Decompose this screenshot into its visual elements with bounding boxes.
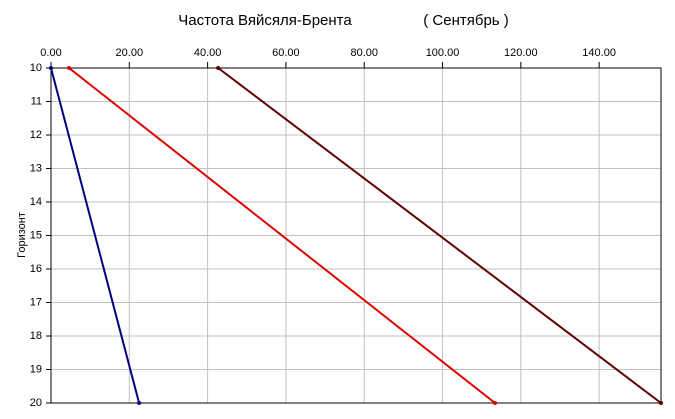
x-tick-label: 60.00 [272,47,300,59]
data-point [49,66,53,70]
x-tick-label: 20.00 [116,47,144,59]
data-line [217,67,662,404]
y-tick-label: 13 [30,162,42,174]
data-point [492,401,497,405]
y-tick-label: 20 [30,397,42,409]
chart-subtitle: ( Сентябрь ) [423,12,509,29]
data-line [50,67,141,404]
data-point [659,401,663,405]
y-tick-label: 19 [30,363,42,375]
x-tick-label: 80.00 [350,47,378,59]
y-tick-label: 15 [30,229,42,241]
x-tick-label: 100.00 [426,47,460,59]
y-axis-label: Горизонт [16,212,28,258]
y-tick-label: 17 [30,296,42,308]
x-tick-label: 120.00 [504,47,538,59]
data-line [68,67,496,404]
data-point [137,401,142,405]
y-tick-label: 12 [30,129,42,141]
y-tick-label: 18 [30,330,42,342]
x-tick-label: 0.00 [40,47,61,59]
data-point [67,66,72,70]
y-tick-label: 14 [30,196,42,208]
y-tick-label: 10 [30,62,42,74]
y-tick-label: 11 [31,95,42,107]
x-tick-label: 140.00 [582,47,616,59]
chart-title: Частота Вяйсяля-Брента [178,12,352,29]
plot-frame [50,67,662,404]
data-point [216,66,221,70]
x-tick-label: 40.00 [194,47,222,59]
y-tick-label: 16 [30,263,42,275]
